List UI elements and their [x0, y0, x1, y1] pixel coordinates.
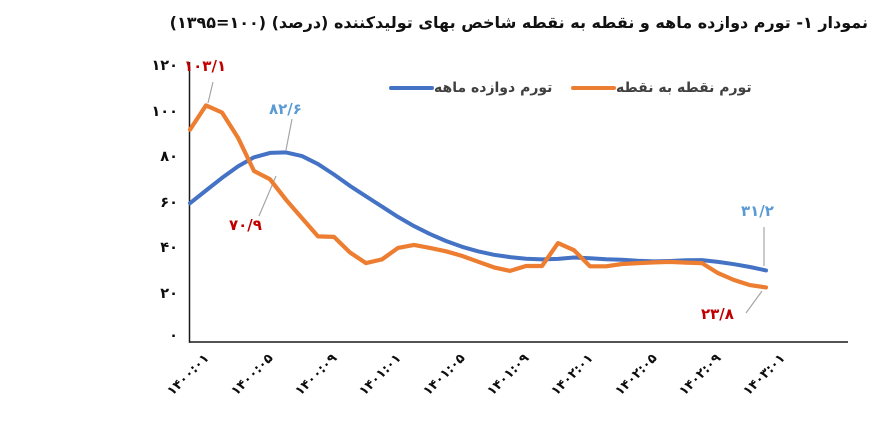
data-label-70-9: ۷۰/۹: [229, 216, 262, 234]
y-axis-label: ۲۰: [160, 286, 178, 302]
leader-line-103: [207, 81, 214, 104]
leader-line-23: [745, 290, 763, 314]
legend-label-twelve-month: تورم دوازده ماهه: [434, 80, 553, 96]
y-axis-label: ۱۲۰: [151, 58, 178, 74]
leader-line-82: [285, 118, 293, 151]
legend-item-twelve-month: تورم دوازده ماهه: [383, 78, 552, 98]
y-axis-label: ۱۰۰: [151, 104, 178, 120]
point-to-point-line: [187, 103, 769, 290]
chart-title: نمودار ۱- تورم دوازده ماهه و نقطه به نقط…: [169, 13, 868, 32]
point-to-point-line-swatch: [571, 86, 616, 90]
data-label-23-8: ۲۳/۸: [701, 305, 734, 323]
data-label-31-2: ۳۱/۲: [741, 202, 774, 220]
twelve-month-line: [188, 150, 768, 273]
legend-label-point-to-point: تورم نقطه به نقطه: [616, 80, 752, 96]
y-axis-label: ۴۰: [160, 240, 178, 256]
legend-item-point-to-point: تورم نقطه به نقطه: [565, 78, 752, 98]
data-label-103-1: ۱۰۳/۱: [184, 57, 227, 75]
y-axis-label: ۶۰: [160, 195, 178, 211]
y-axis-label: ۰: [169, 328, 178, 344]
data-label-82-6: ۸۲/۶: [269, 100, 302, 118]
y-axis-label: ۸۰: [160, 149, 178, 165]
twelve-month-line-swatch: [389, 86, 434, 90]
